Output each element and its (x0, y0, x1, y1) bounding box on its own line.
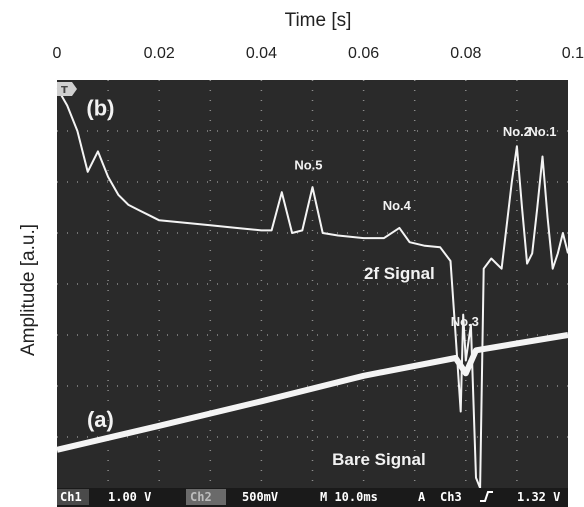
timebase: M 10.0ms (320, 490, 378, 504)
trigger-mode: A (418, 490, 426, 504)
series-line-bare-signal (56, 332, 569, 453)
ch2-badge (186, 489, 226, 505)
peak-label-no1: No.1 (528, 124, 556, 139)
x-axis-title: Time [s] (285, 10, 352, 31)
rising-edge-icon (480, 491, 493, 502)
ch1-scale: 1.00 V (108, 490, 151, 504)
trigger-level: 1.32 V (517, 490, 560, 504)
signal-traces (56, 87, 569, 489)
x-tick-label: 0.08 (450, 45, 481, 62)
series-line-2f-signal (56, 87, 569, 489)
trigger-marker-icon: T (57, 82, 77, 96)
peak-label-no5: No.5 (294, 157, 322, 172)
ch2-scale: 500mV (242, 490, 278, 504)
x-tick-label: 0.02 (144, 45, 175, 62)
svg-text:T: T (61, 85, 68, 96)
x-tick-label: 0.06 (348, 45, 379, 62)
peak-label-no2: No.2 (503, 124, 531, 139)
ch1-label: Ch1 (60, 490, 82, 504)
trace-label-2f: 2f Signal (364, 264, 435, 283)
peak-label-no4: No.4 (383, 198, 412, 213)
x-tick-labels: 0 0.02 0.04 0.06 0.08 0.1 (53, 45, 584, 62)
trigger-source: Ch3 (440, 490, 462, 504)
y-axis-title: Amplitude [a.u.] (18, 224, 39, 356)
scope-grid (57, 80, 568, 488)
ch1-badge (57, 489, 89, 505)
ch2-label: Ch2 (190, 490, 212, 504)
x-tick-label: 0.1 (562, 45, 584, 62)
trace-label-bare: Bare Signal (332, 450, 426, 469)
panel-label-a: (a) (87, 407, 114, 432)
x-tick-label: 0 (53, 45, 62, 62)
peak-label-no3: No.3 (451, 314, 479, 329)
scope-status-bar: Ch1 1.00 V Ch2 500mV M 10.0ms A Ch3 1.32… (57, 488, 568, 507)
panel-label-b: (b) (86, 96, 114, 121)
x-tick-label: 0.04 (246, 45, 277, 62)
annotations: No.1 No.2 No.3 No.4 No.5 2f Signal Bare … (86, 96, 556, 469)
scope-screen (57, 80, 568, 488)
